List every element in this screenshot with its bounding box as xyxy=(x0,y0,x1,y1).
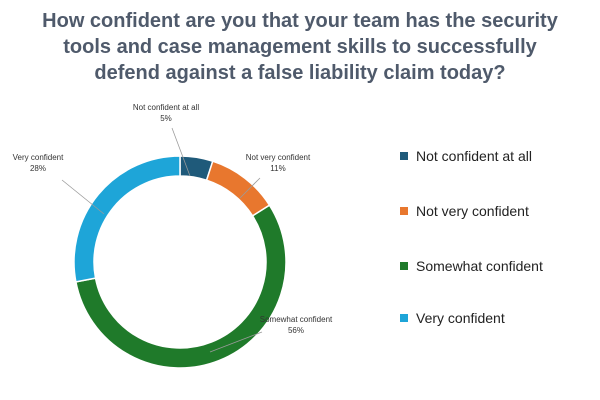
donut-slice-somewhat-confident xyxy=(74,204,287,369)
slice-label: Not very confident xyxy=(246,153,311,162)
legend-swatch xyxy=(400,152,408,160)
title-line-2: tools and case management skills to succ… xyxy=(63,36,537,58)
legend-item: Somewhat confident xyxy=(400,258,543,274)
leader-line xyxy=(209,331,263,353)
legend-label: Not very confident xyxy=(416,203,529,219)
legend-label: Very confident xyxy=(416,310,505,326)
slice-label: Very confident xyxy=(13,153,64,162)
leader-line xyxy=(239,177,261,199)
slice-value-label: 5% xyxy=(160,114,172,123)
leader-line xyxy=(61,179,105,215)
donut-slice-very-confident xyxy=(73,155,181,283)
legend-item: Very confident xyxy=(400,310,505,326)
leader-line xyxy=(171,127,191,177)
legend-item: Not confident at all xyxy=(400,148,532,164)
slice-value-label: 11% xyxy=(270,164,285,173)
slice-label: Not confident at all xyxy=(133,103,199,112)
legend-swatch xyxy=(400,262,408,270)
chart-title: How confident are you that your team has… xyxy=(10,8,590,86)
slice-value-label: 28% xyxy=(30,164,46,173)
slice-label: Somewhat confident xyxy=(260,315,333,324)
legend-label: Somewhat confident xyxy=(416,258,543,274)
legend-item: Not very confident xyxy=(400,203,529,219)
legend-swatch xyxy=(400,314,408,322)
title-line-1: How confident are you that your team has… xyxy=(42,10,558,32)
legend-swatch xyxy=(400,207,408,215)
slice-value-label: 56% xyxy=(288,326,304,335)
donut-slice-not-very-confident xyxy=(205,160,271,217)
legend-label: Not confident at all xyxy=(416,148,532,164)
title-line-3: defend against a false liability claim t… xyxy=(94,62,506,84)
